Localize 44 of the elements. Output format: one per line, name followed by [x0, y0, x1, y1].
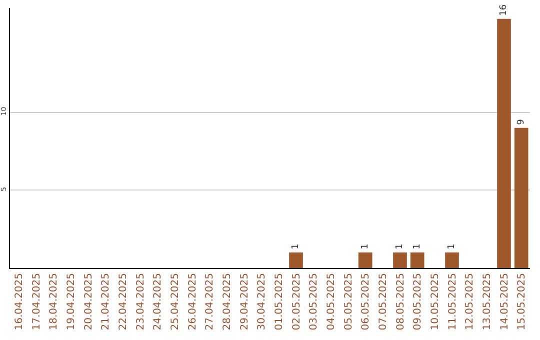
bar: [393, 252, 407, 268]
x-tick-label: 05.05.2025: [343, 273, 354, 330]
x-tick-label: 06.05.2025: [360, 273, 372, 330]
data-label: 1: [447, 244, 457, 250]
data-label: 9: [516, 118, 526, 125]
data-label: 1: [360, 244, 370, 250]
x-tick-label: 19.04.2025: [66, 273, 77, 330]
x-tick-label: 22.04.2025: [118, 273, 129, 330]
x-tick-label: 28.04.2025: [222, 273, 233, 330]
data-label: 1: [291, 244, 301, 250]
data-label: 1: [395, 244, 405, 250]
x-tick-label: 14.05.2025: [499, 273, 510, 330]
bar: [410, 252, 424, 268]
x-tick-label: 20.04.2025: [83, 273, 94, 330]
x-tick-label: 12.05.2025: [464, 273, 476, 330]
bar: [289, 252, 303, 268]
x-tick-label: 21.04.2025: [100, 273, 112, 330]
bar: [358, 252, 372, 268]
x-tick-label: 16.04.2025: [14, 273, 25, 330]
x-tick-label: 03.05.2025: [308, 273, 320, 330]
x-tick-label: 04.05.2025: [326, 273, 337, 330]
x-tick-label: 23.04.2025: [135, 273, 146, 330]
x-tick-label: 09.05.2025: [412, 273, 424, 330]
x-tick-label: 11.05.2025: [447, 273, 458, 330]
x-tick-label: 26.04.2025: [187, 273, 198, 330]
x-tick-label: 10.05.2025: [430, 273, 441, 330]
x-tick-label: 29.04.2025: [239, 273, 250, 330]
x-tick-label: 02.05.2025: [291, 273, 302, 330]
x-tick-label: 17.04.2025: [31, 273, 42, 330]
bar: [445, 252, 459, 268]
x-tick-label: 13.05.2025: [482, 273, 493, 330]
x-tick-label: 07.05.2025: [378, 273, 389, 330]
data-label: 1: [412, 244, 422, 250]
data-label: 16: [499, 4, 509, 16]
bar: [514, 128, 528, 268]
bar: [497, 18, 511, 268]
x-tick-label: 08.05.2025: [395, 273, 406, 330]
x-tick-label: 15.05.2025: [516, 273, 528, 330]
x-tick-label: 30.04.2025: [256, 273, 268, 330]
x-tick-label: 24.04.2025: [152, 273, 164, 330]
x-tick-label: 27.04.2025: [204, 273, 216, 330]
x-tick-label: 01.05.2025: [274, 273, 285, 330]
x-tick-label: 18.04.2025: [48, 273, 60, 330]
x-tick-label: 25.04.2025: [170, 273, 181, 330]
